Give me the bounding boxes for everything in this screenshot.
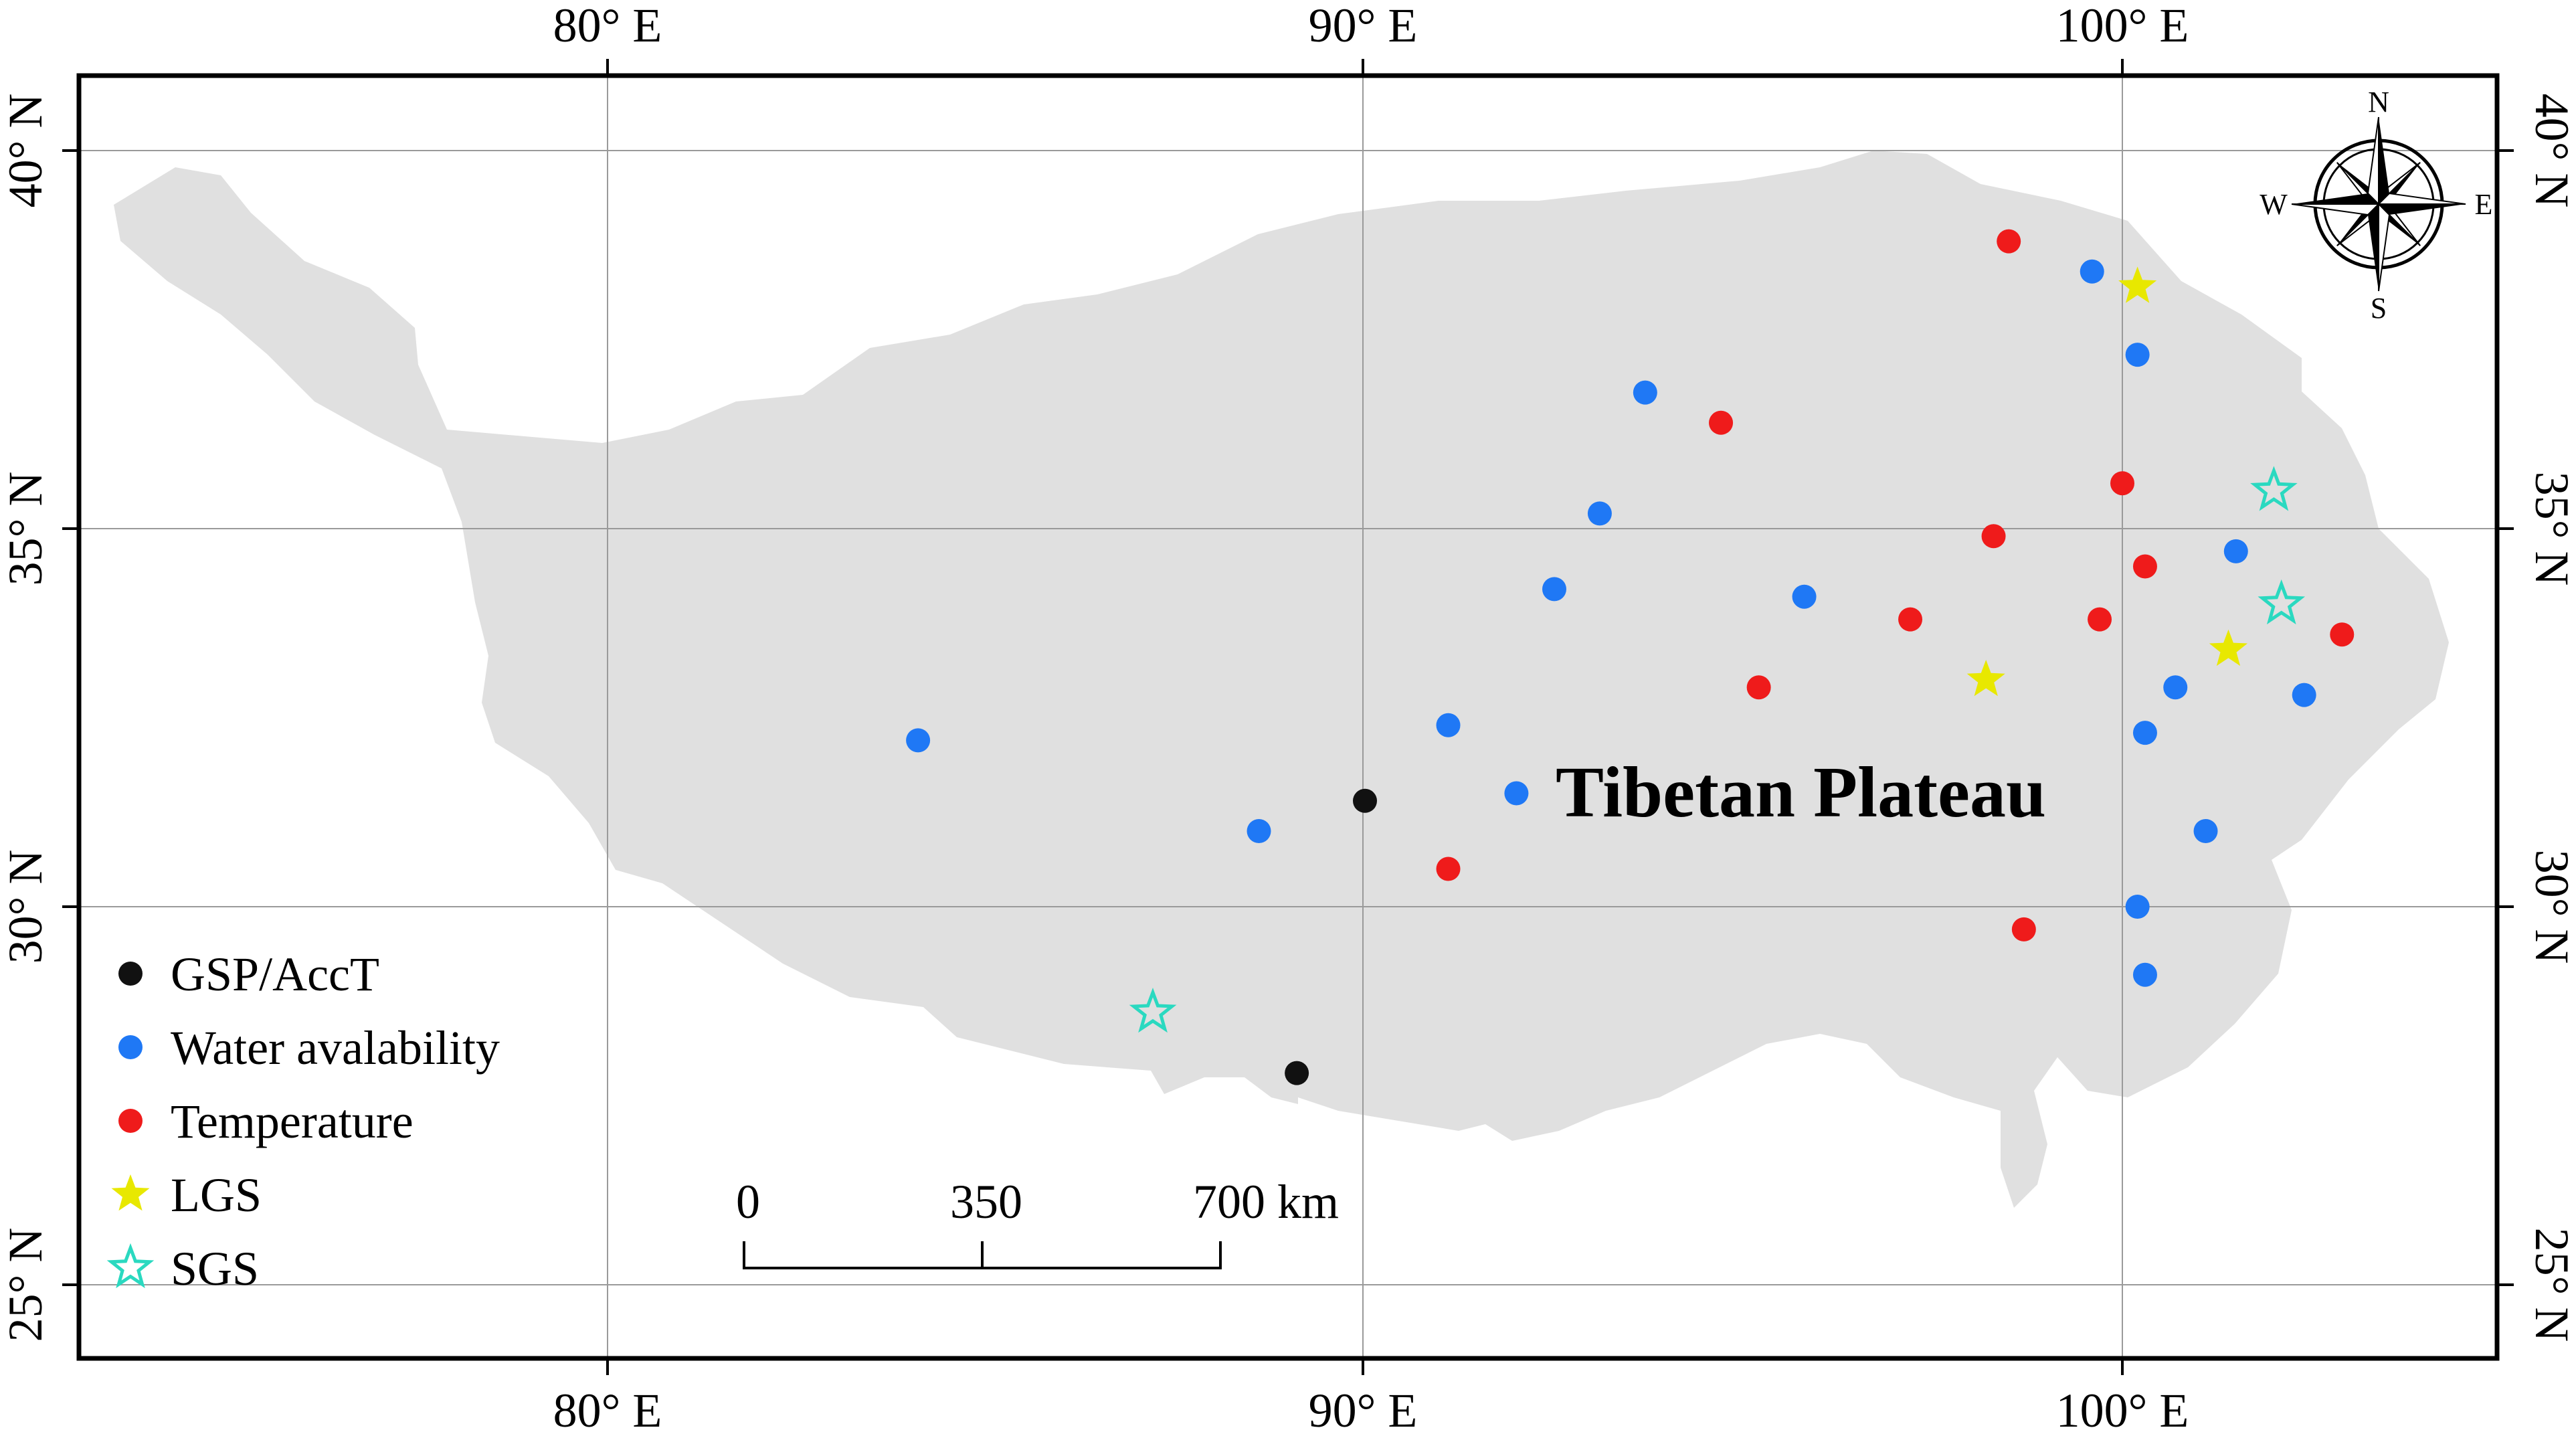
water-availability-site — [2080, 259, 2104, 284]
legend-label: Water avalability — [171, 1021, 500, 1075]
temperature-site — [2132, 554, 2157, 579]
legend-marker-water-avalability — [118, 1035, 143, 1059]
lat-label-left-25: 25° N — [0, 1228, 52, 1342]
temperature-site — [1997, 229, 2021, 254]
compass-rose: N S E W — [2260, 86, 2492, 325]
water-availability-site — [1542, 577, 1566, 602]
legend: GSP/AccT Water avalability Temperature LGS S… — [106, 948, 500, 1295]
water-availability-site — [1436, 713, 1461, 737]
lon-label-top-90: 90° E — [1309, 0, 1418, 52]
region-label: Tibetan Plateau — [1556, 753, 2046, 832]
site-markers — [906, 229, 2355, 1085]
gsp-acct-site — [1285, 1061, 1309, 1085]
scale-label-0: 0 — [736, 1175, 760, 1229]
map-frame — [76, 73, 2500, 1361]
lat-label-left-40: 40° N — [0, 94, 52, 208]
lon-label-bottom-90: 90° E — [1309, 1384, 1418, 1437]
lon-label-bottom-80: 80° E — [553, 1384, 662, 1437]
legend-label: SGS — [171, 1242, 259, 1295]
temperature-site — [2110, 471, 2134, 496]
lat-label-right-25: 25° N — [2525, 1228, 2576, 1342]
lgs-site — [2209, 629, 2247, 666]
sgs-site — [2250, 466, 2298, 511]
temperature-site — [1898, 607, 1923, 632]
lat-label-right-30: 30° N — [2525, 850, 2576, 964]
graticule — [79, 76, 2497, 1358]
water-availability-site — [2132, 721, 2157, 745]
lat-label-left-35: 35° N — [0, 472, 52, 586]
water-availability-site — [1504, 781, 1529, 806]
compass-n-label: N — [2368, 86, 2389, 118]
temperature-site — [1436, 857, 1461, 881]
legend-marker-gsp-acct — [118, 962, 143, 986]
temperature-site — [1709, 410, 1734, 435]
water-availability-site — [2125, 343, 2150, 367]
scale-label-700: 700 km — [1193, 1175, 1339, 1229]
legend-label: GSP/AccT — [171, 948, 379, 1001]
scale-bar: 0 350 700 km — [736, 1175, 1339, 1269]
temperature-site — [2011, 917, 2036, 941]
lon-label-bottom-100: 100° E — [2056, 1384, 2189, 1437]
temperature-site — [1746, 675, 1771, 700]
water-availability-site — [2132, 962, 2157, 987]
lgs-site — [1966, 660, 2005, 697]
lat-label-right-40: 40° N — [2525, 94, 2576, 208]
lat-label-right-35: 35° N — [2525, 472, 2576, 586]
legend-marker-lgs — [111, 1174, 150, 1211]
water-availability-site — [2223, 539, 2248, 563]
compass-s-label: S — [2371, 292, 2387, 325]
legend-marker-sgs — [106, 1243, 155, 1289]
lon-label-top-100: 100° E — [2056, 0, 2189, 52]
water-availability-site — [1792, 584, 1817, 609]
water-availability-site — [2163, 675, 2188, 700]
legend-marker-temperature — [118, 1109, 143, 1133]
compass-e-label: E — [2475, 188, 2493, 221]
compass-needle-cardinals — [2291, 116, 2466, 292]
gsp-acct-site — [1353, 788, 1377, 813]
water-availability-site — [1587, 501, 1612, 526]
water-availability-site — [2292, 683, 2316, 707]
lon-label-top-80: 80° E — [553, 0, 662, 52]
water-availability-site — [1247, 819, 1271, 843]
temperature-site — [2088, 607, 2112, 632]
legend-label: Temperature — [171, 1095, 413, 1148]
lgs-site — [2118, 266, 2157, 303]
sgs-site — [2258, 579, 2306, 625]
compass-w-label: W — [2260, 188, 2288, 221]
frame-ticks — [62, 59, 2514, 1375]
water-availability-site — [2125, 895, 2150, 919]
lat-label-left-30: 30° N — [0, 850, 52, 964]
water-availability-site — [906, 728, 931, 753]
temperature-site — [2330, 622, 2355, 647]
plateau-landmass — [114, 151, 2449, 1208]
water-availability-site — [2193, 819, 2218, 843]
scale-label-350: 350 — [950, 1175, 1022, 1229]
legend-label: LGS — [171, 1168, 262, 1222]
temperature-site — [1981, 524, 2006, 549]
water-availability-site — [1633, 380, 1657, 405]
sgs-site — [1129, 988, 1177, 1033]
